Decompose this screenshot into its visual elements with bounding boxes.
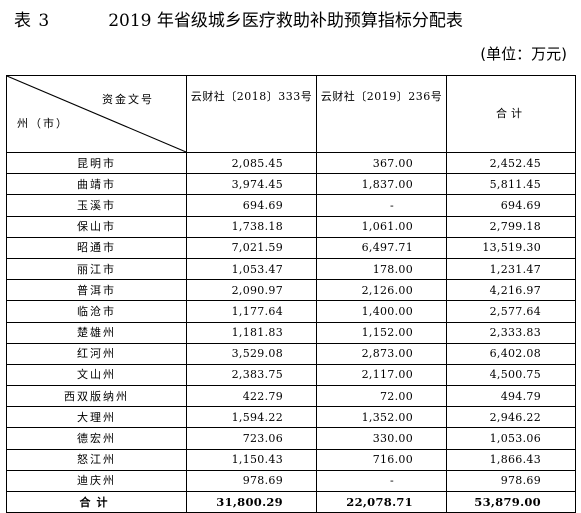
total-2018-cell: 31,800.29	[186, 490, 317, 513]
region-name-cell: 迪庆州	[6, 469, 187, 493]
total-2019-cell: 22,078.71	[316, 490, 447, 513]
region-name-cell: 丽江市	[6, 257, 187, 281]
amount-total-cell: 2,333.83	[446, 321, 576, 344]
amount-2018-cell: 2,090.97	[186, 279, 317, 302]
amount-2019-cell: -	[316, 194, 447, 217]
region-name-cell: 怒江州	[6, 448, 187, 471]
amount-total-cell: 2,452.45	[446, 151, 576, 175]
table-row: 昭通市 7,021.59 6,497.71 13,519.30	[6, 236, 576, 259]
amount-total-cell: 4,500.75	[446, 363, 576, 387]
amount-total-cell: 1,053.06	[446, 427, 576, 450]
amount-2018-cell: 3,974.45	[186, 173, 317, 196]
amount-2018-cell: 694.69	[186, 194, 317, 217]
region-name-cell: 西双版纳州	[6, 385, 187, 408]
amount-2018-cell: 1,738.18	[186, 215, 317, 238]
table-row: 红河州 3,529.08 2,873.00 6,402.08	[6, 342, 576, 365]
amount-2019-cell: 716.00	[316, 448, 447, 471]
amount-2019-cell: -	[316, 469, 447, 493]
region-name-cell: 大理州	[6, 406, 187, 429]
amount-2018-cell: 3,529.08	[186, 342, 317, 365]
amount-total-cell: 2,577.64	[446, 300, 576, 323]
amount-total-cell: 1,231.47	[446, 257, 576, 281]
region-name-cell: 德宏州	[6, 427, 187, 450]
amount-2018-cell: 422.79	[186, 385, 317, 408]
column-header-2018: 云财社〔2018〕333号	[186, 75, 317, 153]
amount-2019-cell: 367.00	[316, 151, 447, 175]
total-label-cell: 合计	[6, 490, 187, 513]
region-name-cell: 红河州	[6, 342, 187, 365]
amount-total-cell: 494.79	[446, 385, 576, 408]
amount-2019-cell: 1,400.00	[316, 300, 447, 323]
region-name-cell: 玉溪市	[6, 194, 187, 217]
amount-total-cell: 978.69	[446, 469, 576, 493]
region-name-cell: 普洱市	[6, 279, 187, 302]
table-row: 楚雄州 1,181.83 1,152.00 2,333.83	[6, 321, 576, 344]
amount-2019-cell: 2,126.00	[316, 279, 447, 302]
table-row: 大理州 1,594.22 1,352.00 2,946.22	[6, 406, 576, 429]
table-row: 怒江州 1,150.43 716.00 1,866.43	[6, 448, 576, 471]
amount-2018-cell: 723.06	[186, 427, 317, 450]
table-row: 西双版纳州 422.79 72.00 494.79	[6, 385, 576, 408]
amount-2018-cell: 1,177.64	[186, 300, 317, 323]
amount-2018-cell: 2,085.45	[186, 151, 317, 175]
amount-total-cell: 6,402.08	[446, 342, 576, 365]
amount-2018-cell: 1,053.47	[186, 257, 317, 281]
amount-2019-cell: 6,497.71	[316, 236, 447, 259]
title-row: 表 3 2019 年省级城乡医疗救助补助预算指标分配表	[14, 6, 463, 31]
amount-2019-cell: 1,352.00	[316, 406, 447, 429]
amount-2018-cell: 978.69	[186, 469, 317, 493]
region-name-cell: 昆明市	[6, 151, 187, 175]
amount-total-cell: 4,216.97	[446, 279, 576, 302]
amount-2019-cell: 178.00	[316, 257, 447, 281]
region-name-cell: 临沧市	[6, 300, 187, 323]
amount-2019-cell: 330.00	[316, 427, 447, 450]
amount-total-cell: 2,799.18	[446, 215, 576, 238]
table-row: 保山市 1,738.18 1,061.00 2,799.18	[6, 215, 576, 238]
table-row: 曲靖市 3,974.45 1,837.00 5,811.45	[6, 173, 576, 196]
region-name-cell: 楚雄州	[6, 321, 187, 344]
column-header-total: 合计	[446, 75, 576, 153]
table-row: 普洱市 2,090.97 2,126.00 4,216.97	[6, 279, 576, 302]
amount-total-cell: 694.69	[446, 194, 576, 217]
region-name-cell: 文山州	[6, 363, 187, 387]
amount-total-cell: 2,946.22	[446, 406, 576, 429]
amount-total-cell: 5,811.45	[446, 173, 576, 196]
amount-2019-cell: 1,061.00	[316, 215, 447, 238]
amount-2018-cell: 1,150.43	[186, 448, 317, 471]
document-title: 2019 年省级城乡医疗救助补助预算指标分配表	[108, 11, 463, 31]
diagonal-divider	[7, 76, 186, 152]
amount-2018-cell: 1,594.22	[186, 406, 317, 429]
amount-total-cell: 1,866.43	[446, 448, 576, 471]
region-name-cell: 昭通市	[6, 236, 187, 259]
table-row: 临沧市 1,177.64 1,400.00 2,577.64	[6, 300, 576, 323]
corner-header-cell: 资金文号 州（市）	[6, 75, 187, 153]
amount-2018-cell: 2,383.75	[186, 363, 317, 387]
corner-header-bottom-label: 州（市）	[17, 117, 69, 130]
region-name-cell: 曲靖市	[6, 173, 187, 196]
amount-2019-cell: 2,873.00	[316, 342, 447, 365]
amount-2018-cell: 7,021.59	[186, 236, 317, 259]
amount-2019-cell: 2,117.00	[316, 363, 447, 387]
table-row: 丽江市 1,053.47 178.00 1,231.47	[6, 257, 576, 281]
table-row: 文山州 2,383.75 2,117.00 4,500.75	[6, 363, 576, 387]
amount-2018-cell: 1,181.83	[186, 321, 317, 344]
amount-total-cell: 13,519.30	[446, 236, 576, 259]
corner-header-top-label: 资金文号	[102, 93, 154, 106]
column-header-2019: 云财社〔2019〕236号	[316, 75, 447, 153]
table-row: 迪庆州 978.69-978.69	[6, 469, 576, 493]
table-row: 玉溪市 694.69-694.69	[6, 194, 576, 217]
amount-2019-cell: 72.00	[316, 385, 447, 408]
table-label: 表 3	[14, 11, 51, 31]
region-name-cell: 保山市	[6, 215, 187, 238]
amount-2019-cell: 1,152.00	[316, 321, 447, 344]
table-header-row: 资金文号 州（市） 云财社〔2018〕333号 云财社〔2019〕236号 合计	[6, 75, 576, 153]
allocation-table: 资金文号 州（市） 云财社〔2018〕333号 云财社〔2019〕236号 合计…	[6, 75, 576, 513]
amount-2019-cell: 1,837.00	[316, 173, 447, 196]
table-row: 昆明市 2,085.45 367.00 2,452.45	[6, 151, 576, 175]
table-row: 德宏州 723.06 330.00 1,053.06	[6, 427, 576, 450]
table-total-row: 合计 31,800.29 22,078.71 53,879.00	[6, 490, 576, 513]
unit-note: (单位：万元)	[480, 45, 567, 63]
grand-total-cell: 53,879.00	[446, 490, 576, 513]
